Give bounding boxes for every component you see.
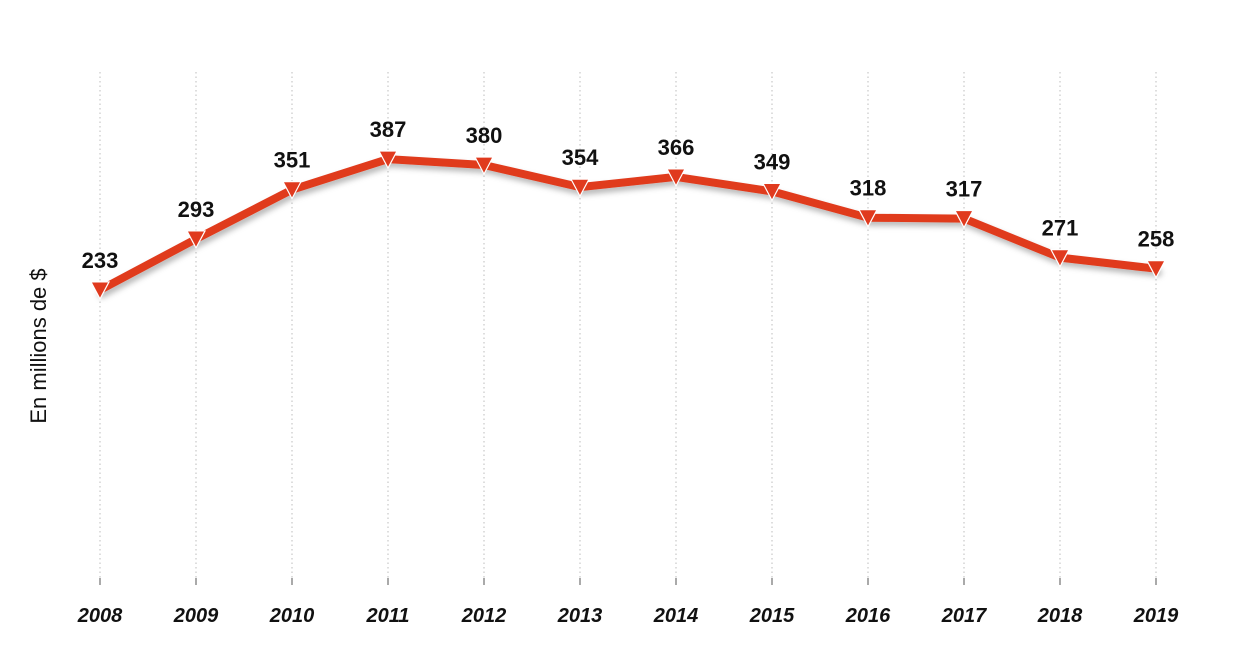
x-tick-label-2014: 2014 [653,605,699,627]
x-tick-label-2011: 2011 [365,605,409,627]
vertical-gridlines [99,72,1157,585]
data-label-2008: 233 [82,248,119,273]
x-tick-label-2018: 2018 [1037,605,1083,627]
marker-2009 [186,230,206,250]
x-tick-labels-group: 2008 2009 2010 2011 2012 2013 2014 2015 2016 2017… [77,605,1179,627]
y-axis-label: En millions de $ [26,268,51,423]
marker-2008 [90,281,110,301]
data-labels-group: 233 293 351 387 380 354 366 349 318 317 271 258 [82,117,1175,273]
x-tick-label-2009: 2009 [173,605,219,627]
data-label-2019: 258 [1138,227,1175,252]
x-tick-label-2015: 2015 [749,605,795,627]
x-tick-label-2010: 2010 [269,605,315,627]
data-label-2015: 349 [754,149,791,174]
marker-2018 [1050,249,1070,268]
data-label-2013: 354 [562,145,599,170]
data-label-2014: 366 [658,135,695,160]
data-label-2018: 271 [1042,216,1079,241]
series-line-group [96,155,1160,294]
x-tick-label-2008: 2008 [77,605,123,627]
markers-group [90,150,1166,301]
x-tick-label-2016: 2016 [845,605,891,627]
marker-2011 [378,150,398,170]
data-label-2011: 387 [370,117,407,142]
series-line [96,155,1160,294]
marker-2013 [570,178,590,198]
data-label-2012: 380 [466,123,503,148]
marker-2012 [474,156,494,176]
data-label-2010: 351 [274,148,311,173]
marker-2016 [858,209,878,228]
x-tick-label-2017: 2017 [941,605,987,627]
x-tick-label-2019: 2019 [1133,605,1179,627]
data-label-2009: 293 [178,197,215,222]
marker-2017 [954,209,974,229]
data-label-2017: 317 [946,177,983,202]
x-tick-label-2013: 2013 [557,605,603,627]
data-label-2016: 318 [850,176,887,201]
marker-2019 [1146,260,1166,279]
marker-2015 [762,182,782,202]
marker-2010 [282,181,302,200]
x-tick-label-2012: 2012 [461,605,507,627]
marker-2014 [666,168,686,188]
